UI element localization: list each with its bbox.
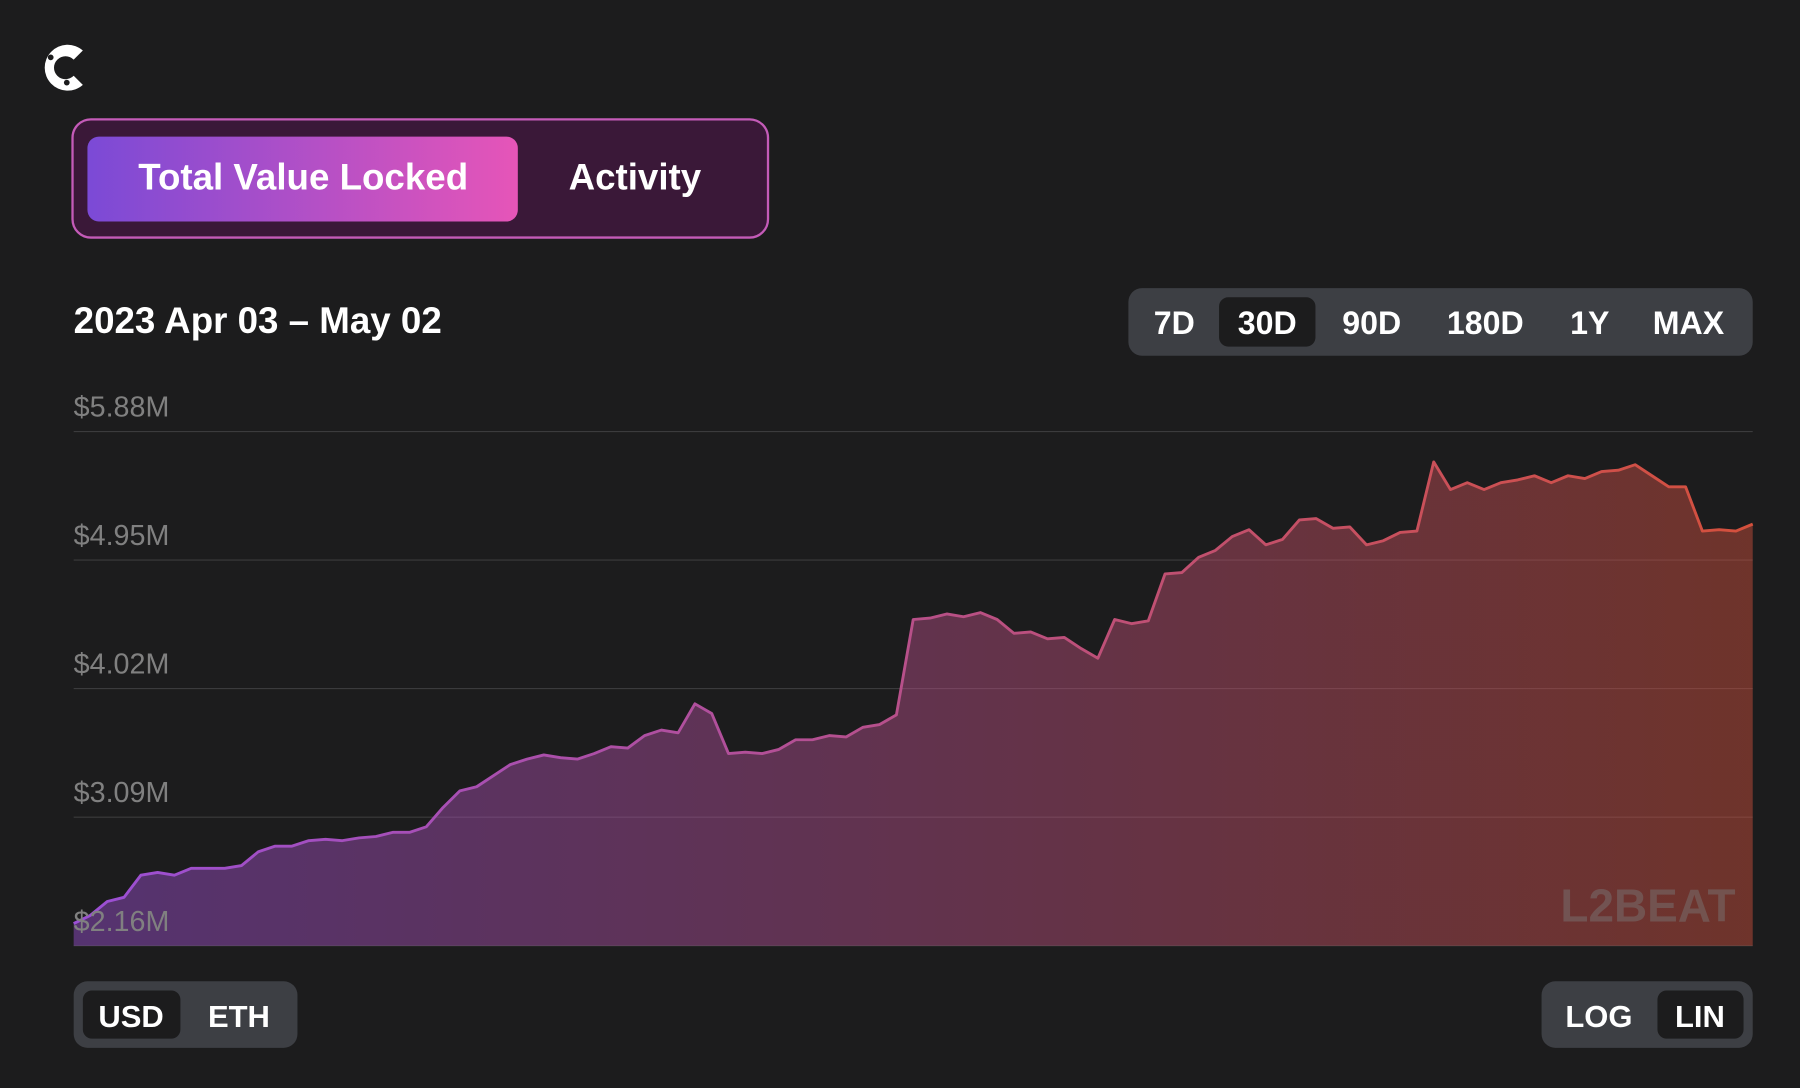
area-line [73, 460, 1754, 925]
y-tick-label: $3.09M [74, 777, 170, 809]
currency-button[interactable]: USD [98, 999, 163, 1034]
tab-label[interactable]: Activity [569, 156, 702, 197]
currency-active[interactable] [82, 990, 181, 1039]
logo[interactable] [44, 44, 83, 91]
range-button[interactable]: 1Y [1570, 305, 1609, 341]
scale-button[interactable]: LOG [1565, 999, 1632, 1034]
tab-active[interactable] [87, 136, 518, 222]
range-button[interactable]: 180D [1447, 305, 1524, 341]
range-button[interactable]: 7D [1154, 305, 1195, 341]
y-tick-label: $4.02M [74, 649, 170, 681]
date-range: 2023 Apr 03 – May 02 [74, 300, 442, 341]
scale-button[interactable]: LIN [1675, 999, 1725, 1034]
area-fill [73, 461, 1753, 946]
y-tick-label: $5.88M [74, 392, 170, 424]
watermark: L2BEAT [1560, 880, 1735, 932]
y-tick-label: $4.95M [74, 520, 170, 552]
currency-button[interactable]: ETH [208, 999, 270, 1034]
range-button[interactable]: 30D [1238, 305, 1297, 341]
range-active[interactable] [1219, 297, 1316, 347]
range-button[interactable]: 90D [1342, 305, 1401, 341]
range-button[interactable]: MAX [1653, 305, 1725, 341]
y-tick-label: $2.16M [74, 906, 170, 938]
tab-label[interactable]: Total Value Locked [138, 156, 468, 197]
scale-active[interactable] [1657, 990, 1744, 1039]
chart: $5.88M $4.95M $4.02M $3.09M $2.16M [73, 392, 1754, 947]
